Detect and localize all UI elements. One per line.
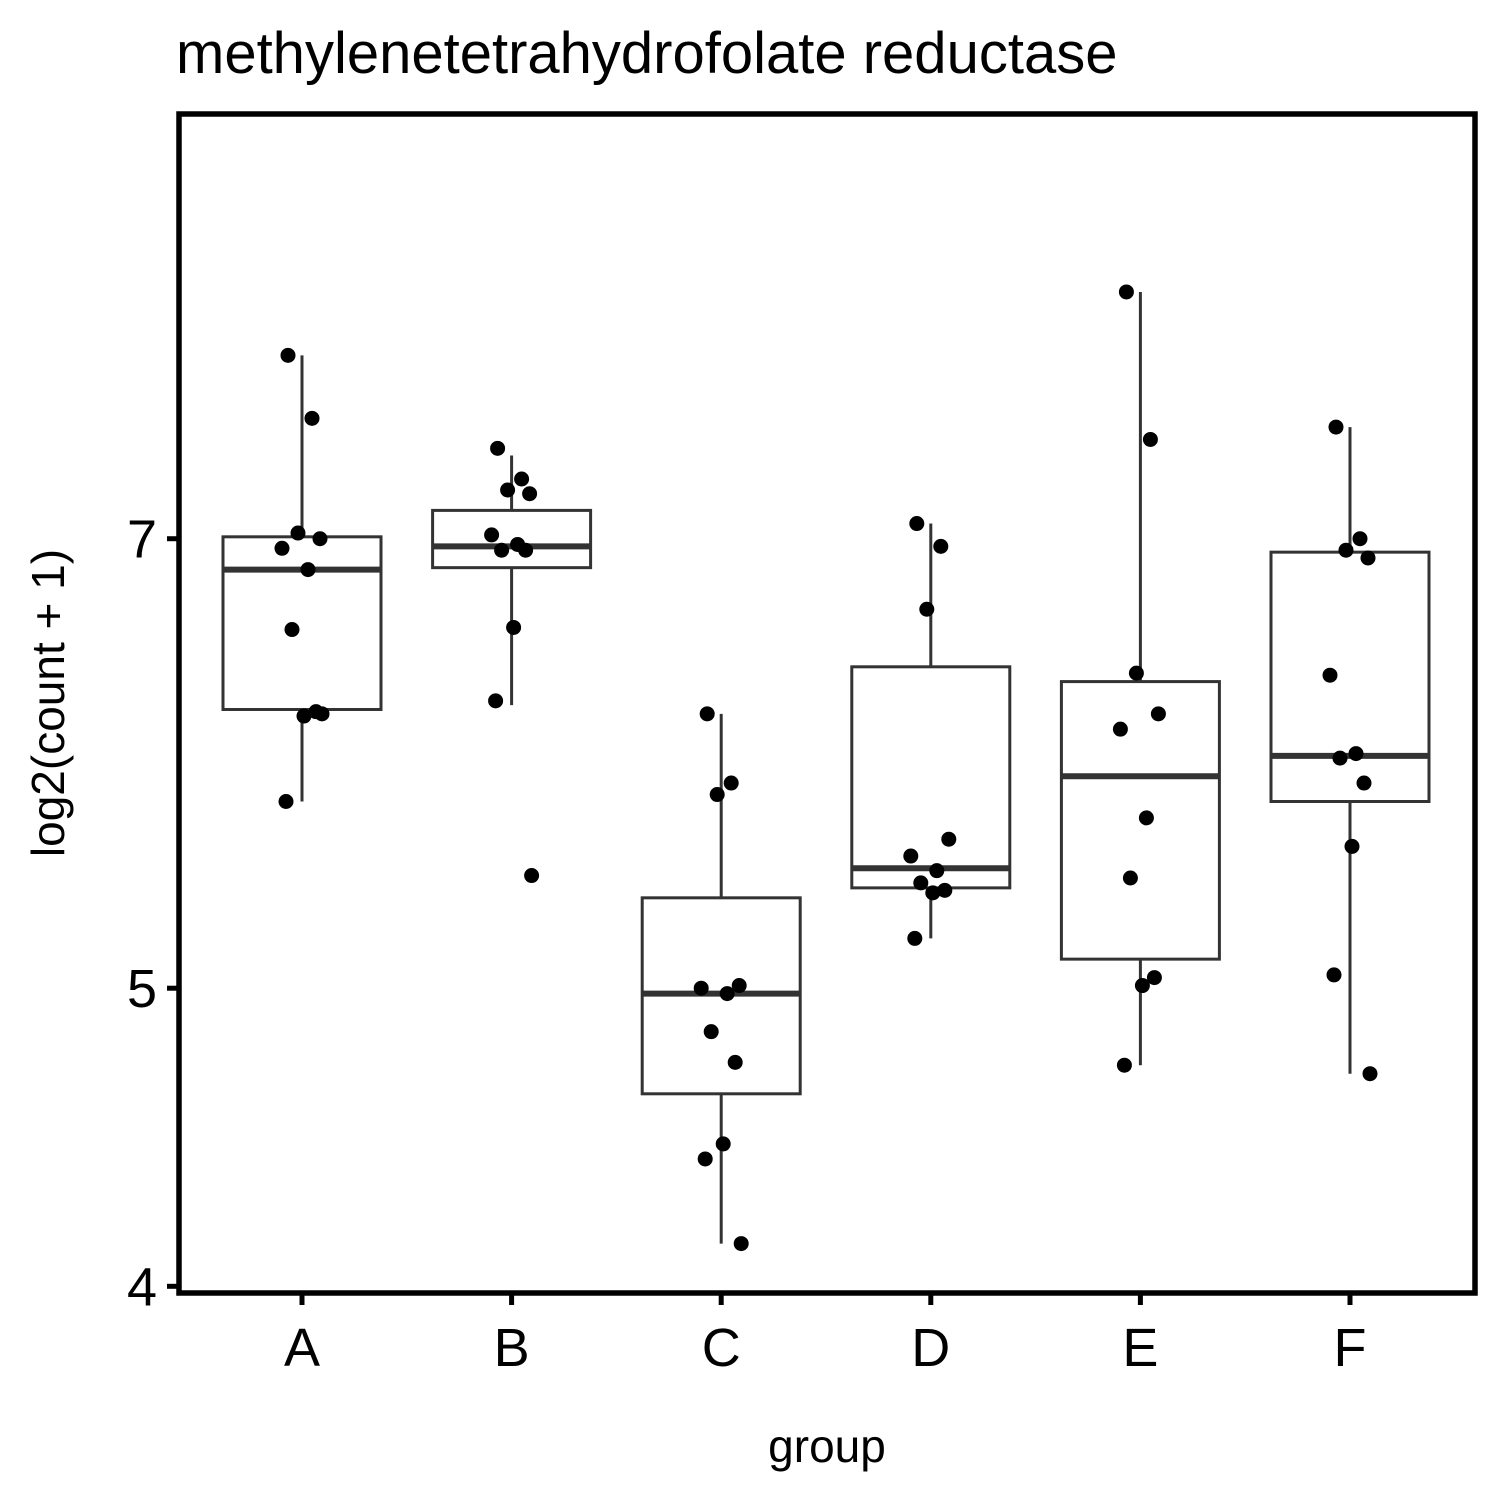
box-B (431, 455, 593, 706)
data-point-D (919, 601, 935, 617)
data-point-D (941, 831, 957, 847)
data-point-A (296, 708, 312, 724)
data-point-D (933, 538, 949, 554)
data-point-C (727, 1054, 743, 1070)
box-body-B (431, 508, 593, 570)
data-point-B (518, 542, 534, 558)
data-point-E (1142, 431, 1158, 447)
x-tick-label: C (702, 1318, 741, 1378)
data-point-B (488, 693, 504, 709)
data-point-F (1322, 667, 1338, 683)
data-point-F (1360, 550, 1376, 566)
data-point-B (506, 619, 522, 635)
box-C (640, 713, 802, 1244)
data-point-D (929, 863, 945, 879)
box-body-F (1269, 550, 1431, 804)
data-point-A (284, 622, 300, 638)
box-body-D (850, 665, 1012, 890)
data-point-A (314, 706, 330, 722)
data-point-B (490, 440, 506, 456)
data-point-E (1138, 810, 1154, 826)
data-point-C (699, 706, 715, 722)
plot-panel (176, 111, 1478, 1296)
data-point-C (697, 1151, 713, 1167)
x-axis-title: group (768, 1420, 886, 1472)
data-point-E (1116, 1057, 1132, 1073)
data-point-D (913, 875, 929, 891)
data-point-E (1122, 870, 1138, 886)
data-point-F (1362, 1066, 1378, 1082)
x-tick-label: A (284, 1318, 320, 1378)
y-axis-title: log2(count + 1) (22, 549, 74, 857)
data-point-A (312, 531, 328, 547)
data-point-F (1332, 750, 1348, 766)
box-body-A (221, 535, 383, 711)
data-point-B (514, 471, 530, 487)
data-point-B (524, 868, 540, 884)
data-point-C (733, 1236, 749, 1252)
data-point-B (494, 542, 510, 558)
x-tick-label: D (911, 1318, 950, 1378)
data-point-A (300, 562, 316, 578)
data-point-D (937, 882, 953, 898)
data-point-D (903, 848, 919, 864)
data-point-A (278, 794, 294, 810)
boxes-layer (221, 291, 1431, 1244)
data-point-B (484, 527, 500, 543)
data-point-C (693, 980, 709, 996)
points-layer (274, 284, 1378, 1252)
data-point-A (304, 410, 320, 426)
data-point-C (719, 986, 735, 1002)
data-point-A (280, 347, 296, 363)
data-point-F (1338, 542, 1354, 558)
chart-title: methylenetetrahydrofolate reductase (176, 21, 1117, 86)
data-point-F (1344, 838, 1360, 854)
data-point-C (731, 978, 747, 994)
data-point-E (1118, 284, 1134, 300)
data-point-B (500, 482, 516, 498)
x-tick-label: E (1122, 1318, 1158, 1378)
data-point-E (1146, 970, 1162, 986)
data-point-E (1112, 721, 1128, 737)
data-point-F (1328, 419, 1344, 435)
data-point-C (703, 1024, 719, 1040)
data-point-A (290, 525, 306, 541)
data-point-F (1352, 531, 1368, 547)
x-tick-label: F (1334, 1318, 1367, 1378)
data-point-F (1348, 746, 1364, 762)
data-point-E (1128, 665, 1144, 681)
data-point-E (1150, 706, 1166, 722)
y-tick-label: 7 (127, 510, 157, 570)
data-point-F (1326, 967, 1342, 983)
data-point-F (1356, 775, 1372, 791)
data-point-E (1134, 978, 1150, 994)
data-point-D (907, 930, 923, 946)
data-point-D (925, 885, 941, 901)
data-point-A (274, 540, 290, 556)
box-D (850, 523, 1012, 939)
y-tick-label: 4 (127, 1257, 157, 1317)
data-point-C (723, 775, 739, 791)
axis-layer: 4 5 7 A B C D E F (127, 510, 1367, 1378)
x-tick-label: B (494, 1318, 530, 1378)
data-point-C (709, 787, 725, 803)
data-point-B (522, 486, 538, 502)
y-tick-label: 5 (127, 959, 157, 1019)
data-point-D (909, 516, 925, 532)
data-point-C (715, 1136, 731, 1152)
